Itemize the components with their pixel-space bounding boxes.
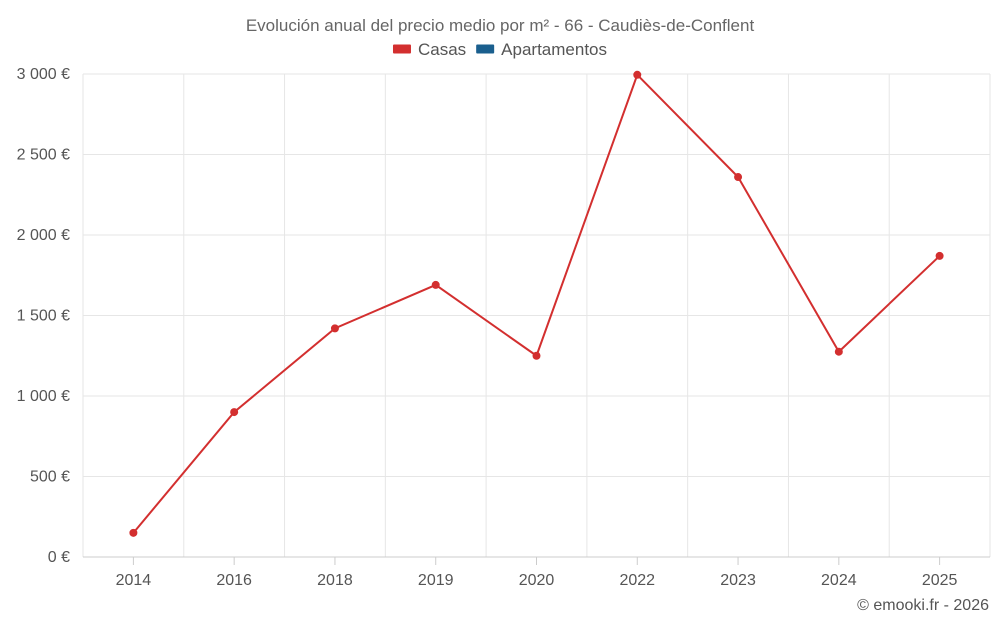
y-tick-label: 2 000 € xyxy=(17,227,70,244)
y-tick-label: 2 500 € xyxy=(17,147,70,164)
legend-label: Casas xyxy=(418,40,466,59)
legend-label: Apartamentos xyxy=(501,40,607,59)
data-point[interactable] xyxy=(330,324,339,333)
x-tick-label: 2024 xyxy=(821,572,857,589)
y-tick-label: 0 € xyxy=(48,549,70,566)
data-point[interactable] xyxy=(834,347,843,356)
data-point[interactable] xyxy=(532,351,541,360)
legend: Casas Apartamentos xyxy=(392,40,607,59)
y-tick-label: 1 000 € xyxy=(17,388,70,405)
series-group xyxy=(129,70,944,537)
data-point[interactable] xyxy=(431,280,440,289)
x-tick-label: 2023 xyxy=(720,572,756,589)
credit-text: © emooki.fr - 2026 xyxy=(857,597,989,614)
x-tick-label: 2022 xyxy=(619,572,655,589)
y-tick-label: 3 000 € xyxy=(17,66,70,83)
x-axis: 2014 2016 2018 2019 2020 2022 2023 2024 2025 xyxy=(83,556,990,589)
x-tick-label: 2018 xyxy=(317,572,353,589)
data-point[interactable] xyxy=(734,173,743,182)
x-tick-label: 2025 xyxy=(922,572,958,589)
x-tick-label: 2016 xyxy=(216,572,252,589)
chart-title: Evolución anual del precio medio por m² … xyxy=(246,16,755,35)
legend-item-casas[interactable]: Casas xyxy=(392,40,466,59)
x-tick-label: 2019 xyxy=(418,572,454,589)
legend-swatch xyxy=(476,44,495,54)
y-tick-label: 1 500 € xyxy=(17,308,70,325)
x-tick-label: 2020 xyxy=(519,572,555,589)
series-line-casas xyxy=(132,72,941,534)
data-point[interactable] xyxy=(129,528,138,537)
data-point[interactable] xyxy=(230,408,239,417)
legend-item-apartamentos[interactable]: Apartamentos xyxy=(476,40,607,59)
y-tick-label: 500 € xyxy=(30,469,70,486)
y-axis: 0 € 500 € 1 000 € 1 500 € 2 000 € 2 500 € 3 00… xyxy=(17,66,70,566)
grid xyxy=(82,73,991,558)
data-point[interactable] xyxy=(935,251,944,260)
data-point[interactable] xyxy=(633,70,642,79)
legend-swatch xyxy=(392,44,411,54)
x-tick-label: 2014 xyxy=(116,572,152,589)
